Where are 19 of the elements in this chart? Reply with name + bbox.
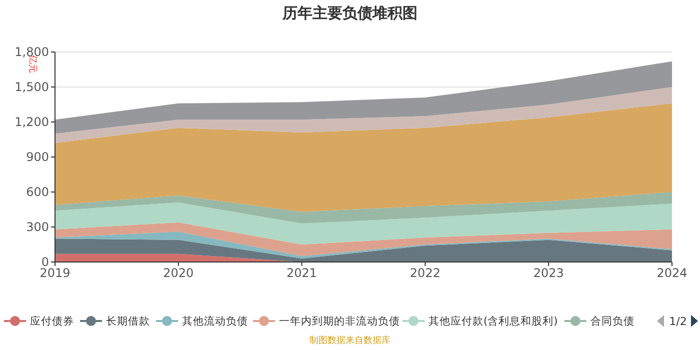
- text: 制图数据来自数据库: [310, 335, 390, 346]
- legend-label: 合同负债: [590, 314, 634, 328]
- text: 1/2: [669, 314, 687, 328]
- y-tick-label: 300: [26, 220, 49, 234]
- legend-label: 其他流动负债: [182, 314, 248, 328]
- legend-label: 长期借款: [106, 314, 150, 328]
- legend-label: 一年内到期的非流动负债: [279, 314, 400, 328]
- y-tick-label: 900: [26, 150, 49, 164]
- x-tick-label: 2020: [163, 266, 194, 280]
- x-tick-label: 2024: [656, 266, 688, 280]
- y-tick-label: 1,500: [14, 80, 49, 94]
- chart-title: 历年主要负债堆积图: [282, 4, 418, 22]
- legend-label: 其他应付款(含利息和股利): [428, 314, 558, 328]
- legend-label: 应付债券: [30, 314, 74, 328]
- x-tick-label: 2022: [410, 266, 440, 280]
- x-tick-label: 2021: [286, 266, 318, 280]
- y-tick-label: 1,200: [14, 115, 49, 130]
- x-tick-label: 2023: [533, 266, 564, 280]
- y-tick-label: 600: [26, 185, 49, 200]
